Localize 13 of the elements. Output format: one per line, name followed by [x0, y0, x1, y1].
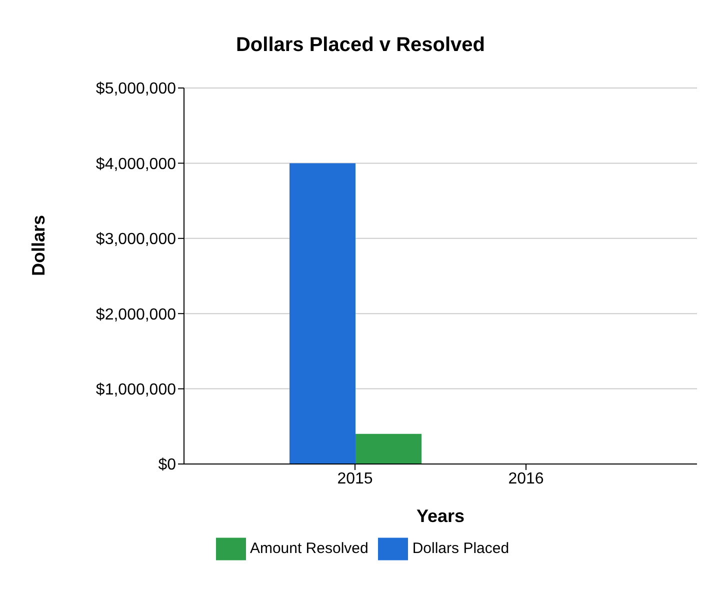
- y-tick-label: $0: [158, 456, 176, 474]
- legend-label: Amount Resolved: [250, 540, 368, 557]
- x-axis-title: Years: [416, 506, 465, 526]
- y-tick-label: $2,000,000: [96, 306, 176, 324]
- x-tick-label: 2015: [337, 470, 373, 488]
- x-tick-label: 2016: [508, 470, 544, 488]
- legend-label: Dollars Placed: [412, 540, 510, 557]
- y-tick-label: $4,000,000: [96, 156, 176, 173]
- y-axis-title: Dollars: [28, 214, 48, 276]
- y-tick-label: $5,000,000: [96, 80, 176, 98]
- y-tick-label: $1,000,000: [96, 381, 176, 398]
- chart-title: Dollars Placed v Resolved: [234, 34, 486, 57]
- y-tick-label: $3,000,000: [96, 231, 176, 248]
